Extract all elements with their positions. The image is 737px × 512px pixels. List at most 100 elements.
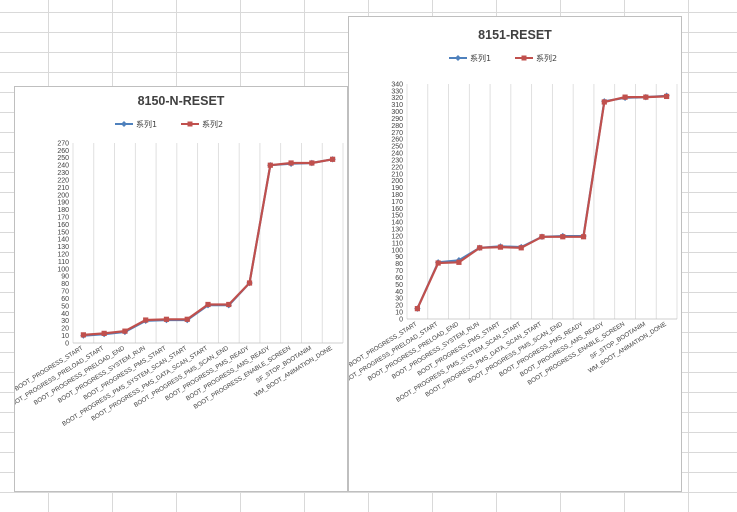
series-2-point — [643, 94, 649, 100]
chart-2-frame[interactable]: 8151-RESET 系列1 系列2 0 10 20 30 40 50 60 70 80 90 100 11… — [348, 16, 682, 492]
y-tick-label: 90 — [395, 254, 403, 261]
y-tick-label: 270 — [391, 130, 403, 137]
y-tick-label: 110 — [58, 259, 69, 266]
y-tick-label: 10 — [395, 309, 403, 316]
y-tick-label: 330 — [391, 88, 403, 95]
y-tick-label: 110 — [392, 240, 403, 247]
y-tick-label: 300 — [391, 109, 403, 116]
y-tick-label: 0 — [399, 316, 403, 323]
y-tick-label: 120 — [57, 252, 69, 259]
series-2-point — [477, 245, 483, 251]
y-tick-label: 70 — [61, 289, 69, 296]
y-tick-label: 30 — [61, 318, 69, 325]
series-2-point — [143, 317, 149, 323]
series-1-line — [83, 158, 333, 337]
chart-title: 8151-RESET — [478, 28, 552, 42]
y-tick-label: 270 — [57, 140, 69, 147]
series-2-point — [101, 330, 107, 336]
y-tick-label: 90 — [61, 274, 69, 281]
legend-marker-diamond — [121, 121, 127, 127]
y-tick-label: 20 — [61, 326, 69, 333]
y-tick-label: 320 — [391, 95, 403, 102]
series-2-point — [330, 156, 336, 162]
y-tick-label: 200 — [391, 178, 403, 185]
y-tick-label: 240 — [57, 163, 69, 170]
series-2-point — [414, 306, 420, 312]
legend-item: 系列2 — [181, 119, 223, 129]
y-tick-label: 50 — [395, 282, 403, 289]
y-tick-label: 140 — [57, 237, 69, 244]
series-2-point — [246, 280, 253, 286]
series-2-line — [83, 158, 333, 336]
legend-label: 系列2 — [536, 53, 557, 63]
y-tick-label: 180 — [57, 207, 69, 214]
y-tick-label: 80 — [61, 281, 69, 288]
y-tick-label: 50 — [61, 303, 69, 310]
y-tick-label: 130 — [391, 227, 403, 234]
y-tick-label: 150 — [391, 213, 403, 220]
y-tick-label: 40 — [395, 289, 403, 296]
y-tick-label: 230 — [391, 157, 403, 164]
y-tick-label: 210 — [57, 185, 69, 192]
y-tick-label: 230 — [57, 170, 69, 177]
chart-2-svg: 8151-RESET 系列1 系列2 010203040506070809010011… — [349, 28, 678, 404]
legend-label: 系列2 — [202, 119, 223, 129]
chart-1-frame[interactable]: 8150-N-RESET 系列1 系列2 0 10 20 30 40 50 60 70 80 90 100… — [14, 86, 348, 492]
series-2-point — [539, 234, 545, 240]
y-tick-label: 170 — [391, 199, 403, 206]
y-tick-label: 250 — [391, 144, 403, 151]
y-tick-label: 30 — [395, 296, 403, 303]
series-2-point — [184, 316, 190, 322]
y-tick-label: 0 — [65, 340, 69, 347]
y-tick-label: 200 — [57, 192, 69, 199]
y-tick-label: 60 — [61, 296, 69, 303]
y-tick-label: 120 — [391, 233, 403, 240]
series-2-point — [497, 244, 504, 250]
y-tick-label: 100 — [391, 247, 403, 254]
legend-item: 系列2 — [515, 53, 557, 63]
y-tick-label: 290 — [391, 116, 403, 123]
legend-marker-square — [187, 121, 193, 127]
legend-item: 系列1 — [449, 53, 491, 63]
series-2-line — [416, 95, 667, 310]
series-2-point — [580, 234, 587, 240]
y-tick-label: 130 — [57, 244, 69, 251]
y-tick-label: 170 — [57, 214, 69, 221]
y-tick-label: 70 — [395, 268, 403, 275]
y-tick-label: 240 — [391, 151, 403, 158]
y-tick-label: 190 — [391, 185, 403, 192]
series-2-point — [80, 332, 86, 338]
chart-title: 8150-N-RESET — [138, 94, 225, 108]
y-tick-label: 220 — [57, 177, 69, 184]
series-2-point — [456, 259, 462, 265]
series-2-point — [664, 93, 670, 100]
y-tick-label: 160 — [391, 206, 403, 213]
y-tick-label: 280 — [391, 123, 403, 130]
series-2-point — [226, 301, 232, 308]
series-2-point — [518, 245, 524, 251]
legend-label: 系列1 — [470, 53, 491, 63]
series-1-line — [416, 94, 667, 310]
series-2-point — [122, 328, 128, 334]
y-tick-label: 140 — [391, 220, 403, 227]
y-tick-label: 260 — [57, 148, 69, 155]
series-2-point — [601, 99, 607, 105]
legend-item: 系列1 — [115, 119, 157, 129]
y-tick-label: 310 — [391, 102, 403, 109]
series-2-point — [622, 94, 628, 100]
y-tick-label: 100 — [57, 266, 69, 273]
series-2-point — [163, 316, 170, 322]
chart-1-svg: 8150-N-RESET 系列1 系列2 0102030405060708090100… — [15, 94, 344, 428]
y-tick-label: 260 — [391, 137, 403, 144]
y-tick-label: 20 — [395, 303, 403, 310]
series-2-point — [288, 160, 294, 166]
y-tick-label: 180 — [391, 192, 403, 199]
y-tick-label: 80 — [395, 261, 403, 268]
series-2-point — [205, 301, 211, 308]
legend-label: 系列1 — [136, 119, 157, 129]
y-tick-label: 190 — [57, 200, 69, 207]
legend-marker-square — [521, 55, 527, 61]
y-tick-label: 210 — [391, 171, 403, 178]
y-tick-label: 160 — [57, 222, 69, 229]
series-2-point — [267, 162, 273, 168]
